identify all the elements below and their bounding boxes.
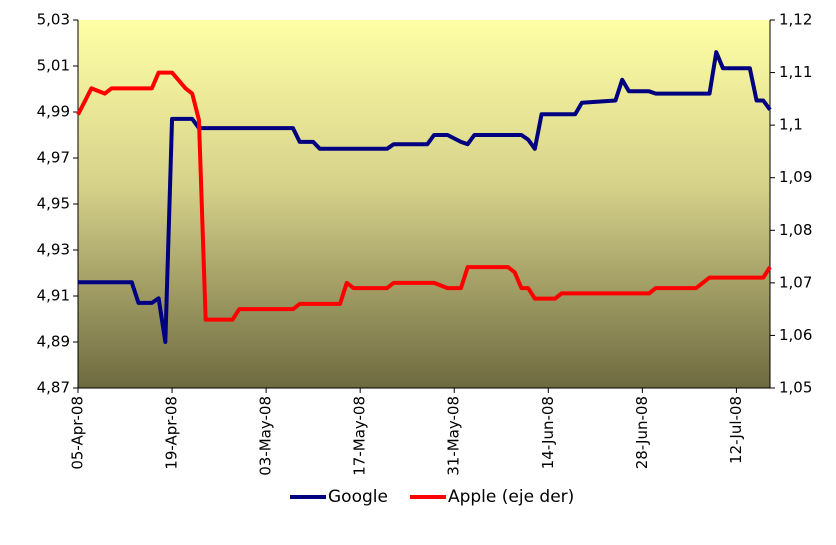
line-series xyxy=(76,70,772,322)
x-tick-label: 19-Apr-08 xyxy=(163,396,181,470)
y2-tick-label: 1,09 xyxy=(779,168,812,186)
y-tick-label: 4,93 xyxy=(37,241,70,259)
y-tick-label: 4,91 xyxy=(37,287,70,305)
y-tick-label: 4,97 xyxy=(37,149,70,167)
x-tick-label: 03-May-08 xyxy=(257,396,275,476)
line-series xyxy=(78,50,772,344)
x-tick-label: 05-Apr-08 xyxy=(69,396,87,470)
x-tick-label: 12-Jul-08 xyxy=(727,396,745,464)
y2-tick-label: 1,05 xyxy=(779,379,812,397)
x-tick-label: 17-May-08 xyxy=(351,396,369,476)
y-tick-label: 5,01 xyxy=(37,57,70,75)
y2-tick-label: 1,08 xyxy=(779,221,812,239)
y-tick-label: 5,03 xyxy=(37,11,70,29)
y-tick-label: 4,99 xyxy=(37,103,70,121)
y2-tick-label: 1,06 xyxy=(779,326,812,344)
plot-area xyxy=(78,20,770,388)
x-tick-label: 28-Jun-08 xyxy=(633,396,651,469)
x-tick-label: 14-Jun-08 xyxy=(539,396,557,469)
legend-label: Google xyxy=(328,487,388,507)
legend-label: Apple (eje der) xyxy=(448,487,574,507)
y2-tick-label: 1,1 xyxy=(779,116,803,134)
y-tick-label: 4,87 xyxy=(37,379,70,397)
x-tick-label: 31-May-08 xyxy=(445,396,463,476)
y2-tick-label: 1,11 xyxy=(779,63,812,81)
y2-tick-label: 1,12 xyxy=(779,11,812,29)
y-tick-label: 4,95 xyxy=(37,195,70,213)
y-tick-label: 4,89 xyxy=(37,333,70,351)
y2-tick-label: 1,07 xyxy=(779,273,812,291)
